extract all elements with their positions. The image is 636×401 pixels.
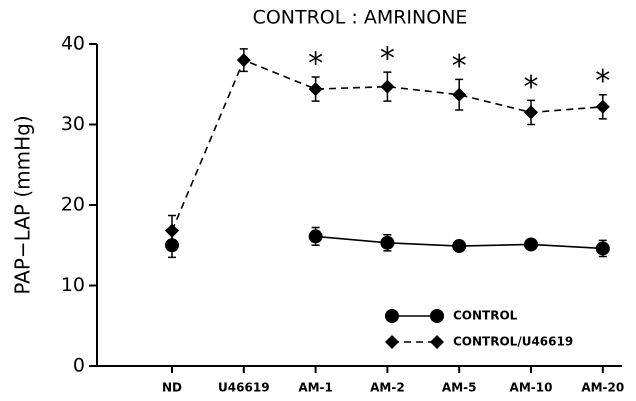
- legend-label: CONTROL/U46619: [453, 335, 573, 349]
- x-tick-label: AM-5: [442, 381, 477, 395]
- y-tick-label: 20: [61, 194, 85, 216]
- marker: [452, 239, 467, 254]
- legend-marker: [385, 335, 399, 349]
- y-tick-label: 0: [73, 355, 85, 377]
- marker: [595, 241, 610, 256]
- x-tick-label: ND: [162, 381, 182, 395]
- annotation: *: [308, 47, 323, 82]
- x-tick-label: AM-1: [298, 381, 333, 395]
- marker: [595, 99, 610, 114]
- legend-label: CONTROL: [453, 309, 518, 323]
- legend-marker: [430, 309, 444, 323]
- marker: [236, 53, 251, 68]
- marker: [524, 105, 538, 120]
- marker: [452, 87, 467, 102]
- legend-marker: [430, 335, 444, 349]
- marker: [380, 235, 395, 250]
- annotation: *: [380, 42, 395, 77]
- y-tick-label: 30: [61, 113, 85, 135]
- annotation: *: [595, 64, 610, 99]
- marker: [380, 79, 395, 94]
- y-tick-label: 10: [61, 274, 85, 296]
- chart-title: CONTROL : AMRINONE: [253, 7, 468, 29]
- x-tick-label: AM-2: [370, 381, 405, 395]
- legend-marker: [385, 309, 399, 323]
- marker: [308, 82, 323, 97]
- marker: [524, 237, 538, 252]
- x-tick-label: U46619: [218, 381, 270, 395]
- annotation: *: [452, 49, 467, 84]
- x-tick-label: AM-10: [510, 381, 553, 395]
- x-tick-label: AM-20: [581, 381, 624, 395]
- y-axis-label: PAP−LAP (mmHg): [11, 115, 35, 294]
- marker: [165, 223, 179, 238]
- marker: [308, 229, 323, 244]
- annotation: *: [524, 70, 539, 105]
- y-tick-label: 40: [61, 33, 85, 55]
